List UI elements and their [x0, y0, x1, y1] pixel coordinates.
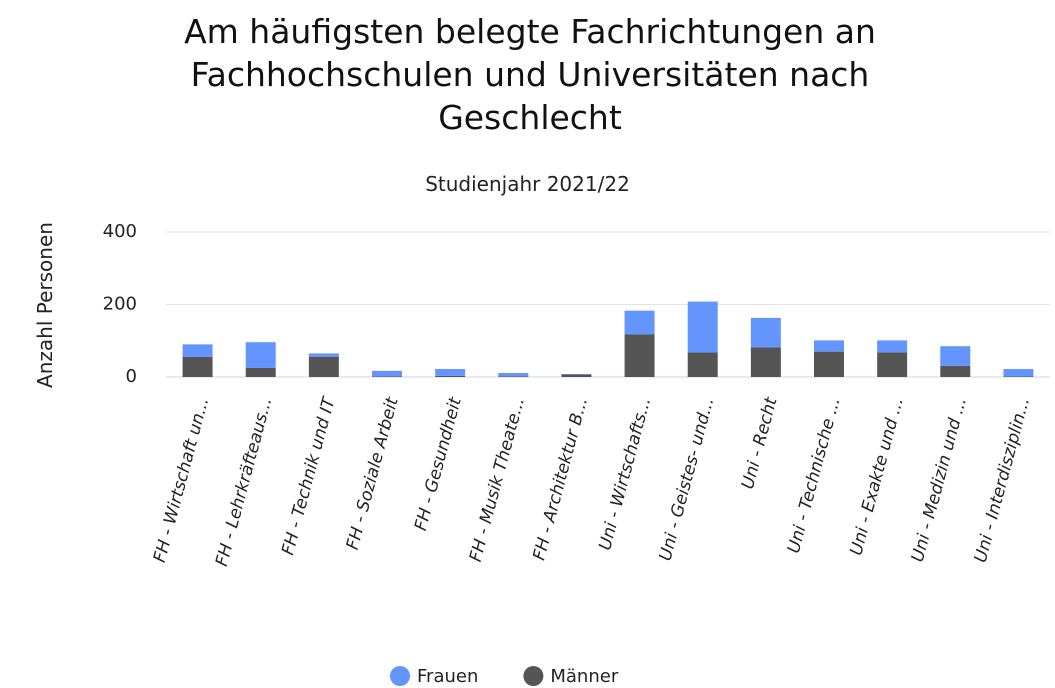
legend-label: Männer — [550, 666, 618, 687]
bar-segment — [877, 340, 908, 353]
x-tick-label: FH - Gesundheit — [411, 394, 466, 533]
y-tick-label: 400 — [103, 221, 137, 242]
bar-segment — [308, 353, 339, 357]
x-tick-label: FH - Wirtschaft un... — [150, 395, 213, 564]
bar-segment — [687, 301, 718, 353]
x-tick-label: Uni - Recht — [738, 394, 782, 491]
bar-segment — [498, 373, 529, 377]
legend-label: Frauen — [417, 666, 478, 687]
bar-segment — [687, 352, 718, 377]
bar-segment — [308, 356, 339, 377]
x-tick-label: FH - Musik Theate... — [466, 395, 529, 564]
legend-marker — [523, 666, 544, 686]
bar-segment — [182, 356, 213, 377]
chart-title: Am häufigsten belegte Fachrichtungen an … — [184, 12, 876, 137]
bar-segment — [624, 310, 655, 335]
x-tick-label: FH - Technik und IT — [278, 394, 340, 557]
x-tick-label: Uni - Exakte und ... — [846, 395, 907, 557]
x-tick-label: Uni - Medizin und ... — [908, 395, 971, 564]
bar-segment — [435, 369, 466, 376]
bar-segment — [372, 370, 402, 377]
bar-segment — [245, 367, 276, 377]
bar-segment — [498, 376, 529, 377]
bar-segment — [1003, 376, 1034, 377]
bar-segment — [372, 376, 402, 377]
x-tick-label: Uni - Technische ... — [784, 395, 845, 555]
bar-segment — [877, 352, 908, 377]
bar-segment — [182, 344, 213, 357]
legend-marker — [390, 666, 410, 686]
y-tick-label: 0 — [126, 366, 137, 387]
bar-segment — [1003, 369, 1034, 377]
x-tick-label: FH - Soziale Arbeit — [343, 394, 403, 552]
x-tick-label: Uni - Geistes- und... — [656, 395, 719, 563]
bar-segment — [814, 351, 844, 377]
bar-segment — [940, 365, 971, 377]
bar-segment — [750, 317, 781, 348]
x-tick-label: Uni - Wirtschafts... — [595, 395, 655, 552]
x-tick-label: Uni - Interdisziplin... — [971, 395, 1034, 564]
bar-segment — [814, 340, 844, 352]
chart-subtitle: Studienjahr 2021/22 — [425, 172, 630, 196]
x-tick-label: FH - Lehrkräfteaus... — [212, 395, 276, 568]
bar-segment — [624, 334, 655, 377]
bar-segment — [940, 346, 971, 366]
x-tick-label: FH - Architektur B... — [529, 395, 592, 562]
y-tick-label: 200 — [103, 294, 137, 315]
bar-segment — [561, 374, 592, 377]
bar-segment — [245, 342, 276, 368]
bar-segment — [750, 347, 781, 377]
bar-segment — [435, 375, 466, 377]
